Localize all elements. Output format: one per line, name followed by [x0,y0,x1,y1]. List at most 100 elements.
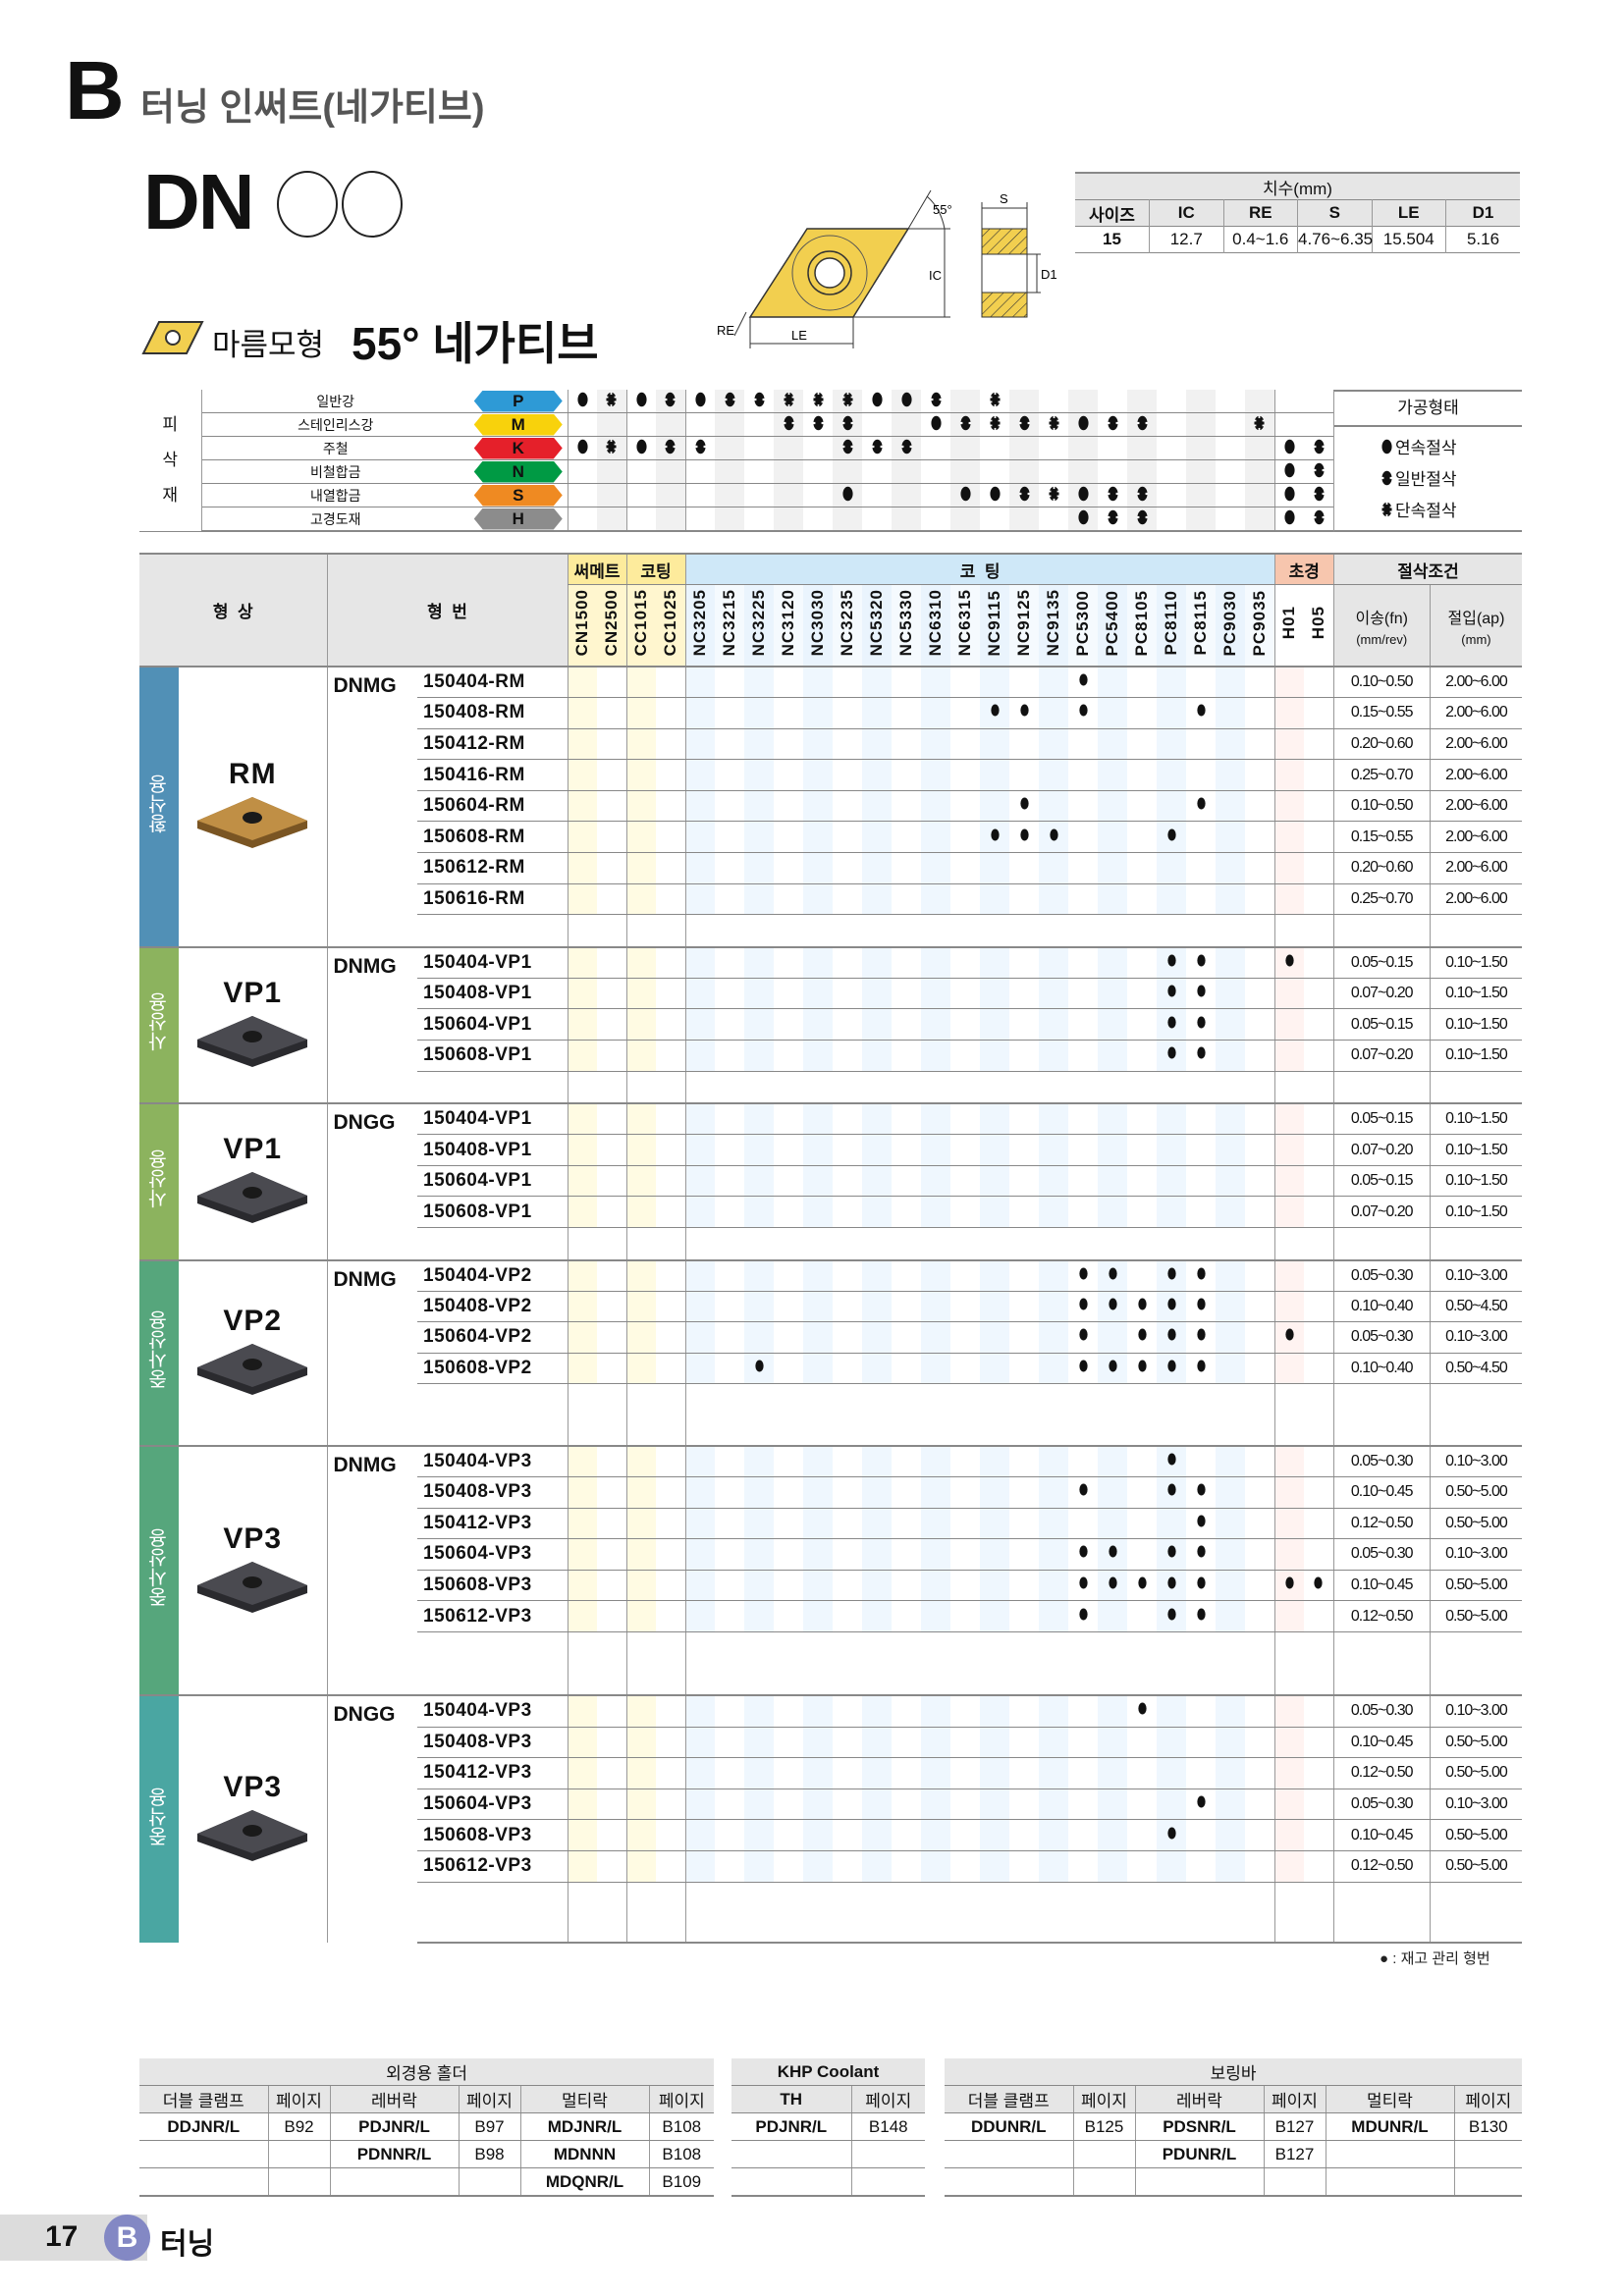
grade-cell [1273,1789,1305,1821]
grade-cell [980,1819,1010,1851]
grade-cell [656,1476,686,1509]
grade-cell [774,1008,804,1041]
grade-cell [1127,852,1158,884]
grade-cell [1186,1134,1217,1166]
grade-cell [1098,1258,1128,1292]
grade-cell [1068,1291,1099,1323]
material-grade-cell [1068,436,1098,460]
blank-cell [774,1228,803,1260]
continuous-cut-icon [1196,954,1206,967]
grade-cell [1157,1508,1187,1540]
grade-cell [980,1789,1010,1821]
grade-cell [1157,1727,1187,1759]
blank-cell [921,1384,950,1446]
model-number: 150604-VP3 [417,1789,568,1821]
material-grade-cell [921,483,950,507]
grade-cell [715,1789,745,1821]
grade-cell [684,1508,716,1540]
material-grade-cell [892,436,921,460]
material-grade-cell [684,390,715,413]
usage-text: 황삭용 [148,774,171,833]
grade-cell [1273,1508,1305,1540]
grade-cell [980,1600,1010,1632]
grade-cell [892,1538,922,1571]
model-number: 150404-VP2 [417,1258,568,1292]
material-grade-cell [656,459,685,484]
blank-cell [1332,1882,1431,1944]
blank-cell [1304,1631,1333,1695]
grade-cell [1098,1727,1128,1759]
grade-cell [774,1444,804,1477]
feed-value: 0.10~0.45 [1332,1476,1431,1509]
grade-cell [1039,759,1069,791]
material-grade-cell [656,390,685,413]
grade-cell [892,1258,922,1292]
blank-cell [1332,914,1431,947]
blank-cell [1245,915,1274,947]
grade-cell [1039,666,1069,699]
material-grade-cell [1098,390,1127,413]
grade-cell [625,1538,657,1571]
grade-cell [1068,1789,1099,1821]
grade-cell [1273,1757,1305,1789]
material-grade-cell [980,390,1009,413]
grade-cell [1009,978,1040,1010]
grade-cell [1068,666,1099,699]
holder-page-ref [850,2140,926,2168]
general-cut-icon [1136,486,1148,502]
holder-row: DDJNR/L B92 PDJNR/L B97 MDJNR/L B108 [139,2112,715,2141]
blank-cell [980,1882,1010,1944]
holder-model [1325,2167,1454,2197]
depth-value: 2.00~6.00 [1429,883,1523,916]
grade-cell [1245,852,1275,884]
blank-cell [803,1882,834,1944]
grade-cell [625,1258,657,1292]
blank-cell [862,915,892,947]
continuous-cut-icon [1166,1546,1176,1558]
grade-column-header: CN2500 [597,584,627,667]
interrupted-cut-icon [989,415,1001,431]
continuous-cut-icon [900,392,912,407]
grade-cell [980,790,1010,823]
holder-row: DDUNR/L B125 PDSNR/L B127 MDUNR/L B130 [945,2112,1523,2141]
depth-value: 0.10~3.00 [1429,1444,1523,1477]
blank-cell [950,1882,981,1944]
iso-badge: M [473,413,563,436]
material-grade-cell [715,412,744,437]
material-grade-cell [921,390,950,413]
material-row: 피 삭 재 일반강 P [139,390,1333,532]
grade-cell [1186,1819,1217,1851]
material-grade-cell [597,459,626,484]
grade-cell [625,1850,657,1883]
grade-cell [1009,697,1040,729]
grade-cell [684,945,716,979]
holder-page-ref [1453,2140,1523,2168]
grade-column-header: PC8115 [1186,584,1217,667]
grade-cell [1216,978,1246,1010]
material-grade-cell [1273,436,1304,460]
blank-cell [744,915,774,947]
material-grade-cell [774,436,803,460]
grade-cell [774,1789,804,1821]
grade-cell [833,883,863,916]
grade-cell [1127,1102,1158,1136]
grade-cell [1186,728,1217,761]
holder-column-header: 멀티락 [519,2085,649,2113]
grade-cell [774,728,804,761]
grade-cell [1216,1508,1246,1540]
grade-cell [744,1570,775,1602]
material-grade-cell [568,459,597,484]
material-grade-cell [1304,459,1333,484]
holder-column-header: 페이지 [267,2085,330,2113]
grade-group-header: 써메트 [567,553,627,585]
blank-cell [715,1882,745,1944]
grade-cell [950,1570,981,1602]
material-grade-cell [1039,483,1068,507]
grade-cell [567,1165,598,1198]
process-type-title: 가공형태 [1334,392,1522,427]
grade-cell [892,1134,922,1166]
grade-cell [1186,821,1217,854]
grade-cell [950,1102,981,1136]
grade-cell [656,759,686,791]
re-label: RE [717,323,734,338]
